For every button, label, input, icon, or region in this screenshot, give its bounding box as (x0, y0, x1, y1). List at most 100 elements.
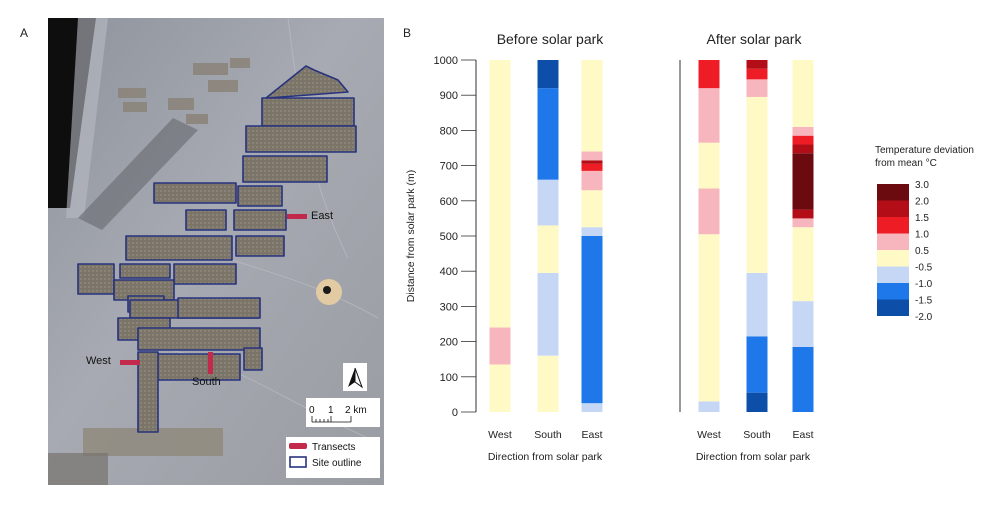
bar-segment-west (698, 88, 720, 143)
label-south: South (192, 376, 221, 388)
legend-swatch (877, 233, 909, 250)
legend-tick-label: 3.0 (915, 180, 929, 191)
legend-swatch (877, 200, 909, 217)
bar-segment-east (792, 60, 814, 127)
legend-site-outline-label: Site outline (312, 458, 362, 469)
bar-segment-east (581, 163, 603, 171)
legend-title-line1: Temperature deviation (875, 145, 974, 156)
scale-tick-1: 1 (328, 405, 334, 416)
x-axis-label-before: Direction from solar park (488, 451, 603, 463)
y-tick-label: 200 (440, 337, 458, 349)
x-tick-label-east: East (792, 429, 813, 441)
bar-segment-south (746, 60, 768, 69)
map-circular-feature-center (323, 286, 331, 294)
bar-segment-east (581, 403, 603, 412)
satellite-map: East West South 0 1 2 km Transects Site … (48, 18, 384, 485)
bar-segment-west (489, 60, 511, 328)
bar-segment-south (746, 272, 768, 337)
y-tick-label: 300 (440, 301, 458, 313)
bar-segment-east (792, 135, 814, 145)
legend-swatch (877, 250, 909, 267)
legend-tick-label: 2.0 (915, 197, 929, 208)
x-tick-label-south: South (534, 429, 562, 441)
bar-segment-east (581, 227, 603, 236)
x-tick-label-west: West (697, 429, 721, 441)
bar-segment-west (698, 188, 720, 235)
x-tick-label-south: South (743, 429, 771, 441)
bar-segment-east (581, 160, 603, 164)
chart-panel: Before solar park After solar park Dista… (405, 31, 974, 463)
y-tick-label: 600 (440, 196, 458, 208)
legend-tick-label: -1.0 (915, 279, 933, 290)
panel-label-a: A (20, 26, 29, 40)
legend-tick-label: -1.5 (915, 296, 933, 307)
legend-tick-label: -0.5 (915, 263, 933, 274)
legend-site-swatch (289, 456, 307, 468)
bar-segment-east (792, 227, 814, 302)
scale-tick-0: 0 (309, 405, 315, 416)
legend-swatch (877, 217, 909, 234)
bar-segment-south (537, 60, 559, 89)
bar-segment-south (537, 272, 559, 356)
bar-segment-south (746, 96, 768, 273)
x-axis-label-after: Direction from solar park (696, 451, 811, 463)
legend-tick-label: -2.0 (915, 312, 933, 323)
scale-box (306, 398, 380, 427)
north-arrow-icon (343, 363, 367, 391)
legend-tick-label: 1.5 (915, 213, 929, 224)
bar-segment-south (537, 88, 559, 180)
bar-segment-east (581, 190, 603, 228)
bar-segment-west (698, 142, 720, 189)
transect-east (287, 214, 307, 219)
bar-segment-east (581, 170, 603, 191)
legend-swatch (877, 299, 909, 316)
label-west: West (86, 355, 111, 367)
bar-segment-east (792, 301, 814, 347)
y-tick-label: 700 (440, 161, 458, 173)
transect-south (208, 352, 213, 374)
y-tick-label: 100 (440, 372, 458, 384)
bar-segment-east (792, 346, 814, 412)
bar-segment-east (792, 126, 814, 136)
map-bright-strip (66, 18, 108, 218)
bar-segment-east (581, 151, 603, 161)
transect-west (120, 360, 140, 365)
bar-segment-east (792, 209, 814, 219)
map-fields-sw (48, 453, 108, 485)
chart-title-before: Before solar park (497, 31, 605, 47)
x-tick-label-west: West (488, 429, 512, 441)
y-tick-label: 800 (440, 125, 458, 137)
legend-tick-label: 1.0 (915, 230, 929, 241)
map-fields-gray (118, 58, 250, 124)
chart-title-after: After solar park (707, 31, 803, 47)
bar-segment-south (746, 392, 768, 412)
y-tick-label: 0 (452, 407, 458, 419)
y-tick-label: 400 (440, 266, 458, 278)
y-tick-label: 900 (440, 90, 458, 102)
label-east: East (311, 210, 333, 222)
y-tick-label: 1000 (434, 55, 458, 67)
bar-segment-east (581, 236, 603, 404)
bar-segment-south (746, 336, 768, 393)
bar-segment-east (792, 218, 814, 228)
site-outlines (77, 65, 357, 433)
legend-tick-label: 0.5 (915, 246, 929, 257)
bar-segment-west (698, 401, 720, 412)
bar-segment-east (792, 153, 814, 210)
bar-segment-east (581, 60, 603, 152)
bar-segment-south (537, 179, 559, 226)
bar-segment-west (698, 234, 720, 402)
bar-segment-south (537, 355, 559, 412)
legend-swatch (877, 184, 909, 201)
legend-transects-label: Transects (312, 442, 356, 453)
bar-segment-south (746, 79, 768, 97)
y-axis-label: Distance from solar park (m) (405, 170, 417, 302)
bar-segment-south (746, 68, 768, 80)
panel-label-b: B (403, 26, 412, 40)
legend-transect-swatch (289, 443, 307, 449)
legend-title-line2: from mean °C (875, 158, 937, 169)
bar-segment-west (489, 364, 511, 412)
bar-segment-west (489, 327, 511, 365)
scale-tick-2: 2 km (345, 405, 367, 416)
scale-bar (311, 416, 352, 423)
